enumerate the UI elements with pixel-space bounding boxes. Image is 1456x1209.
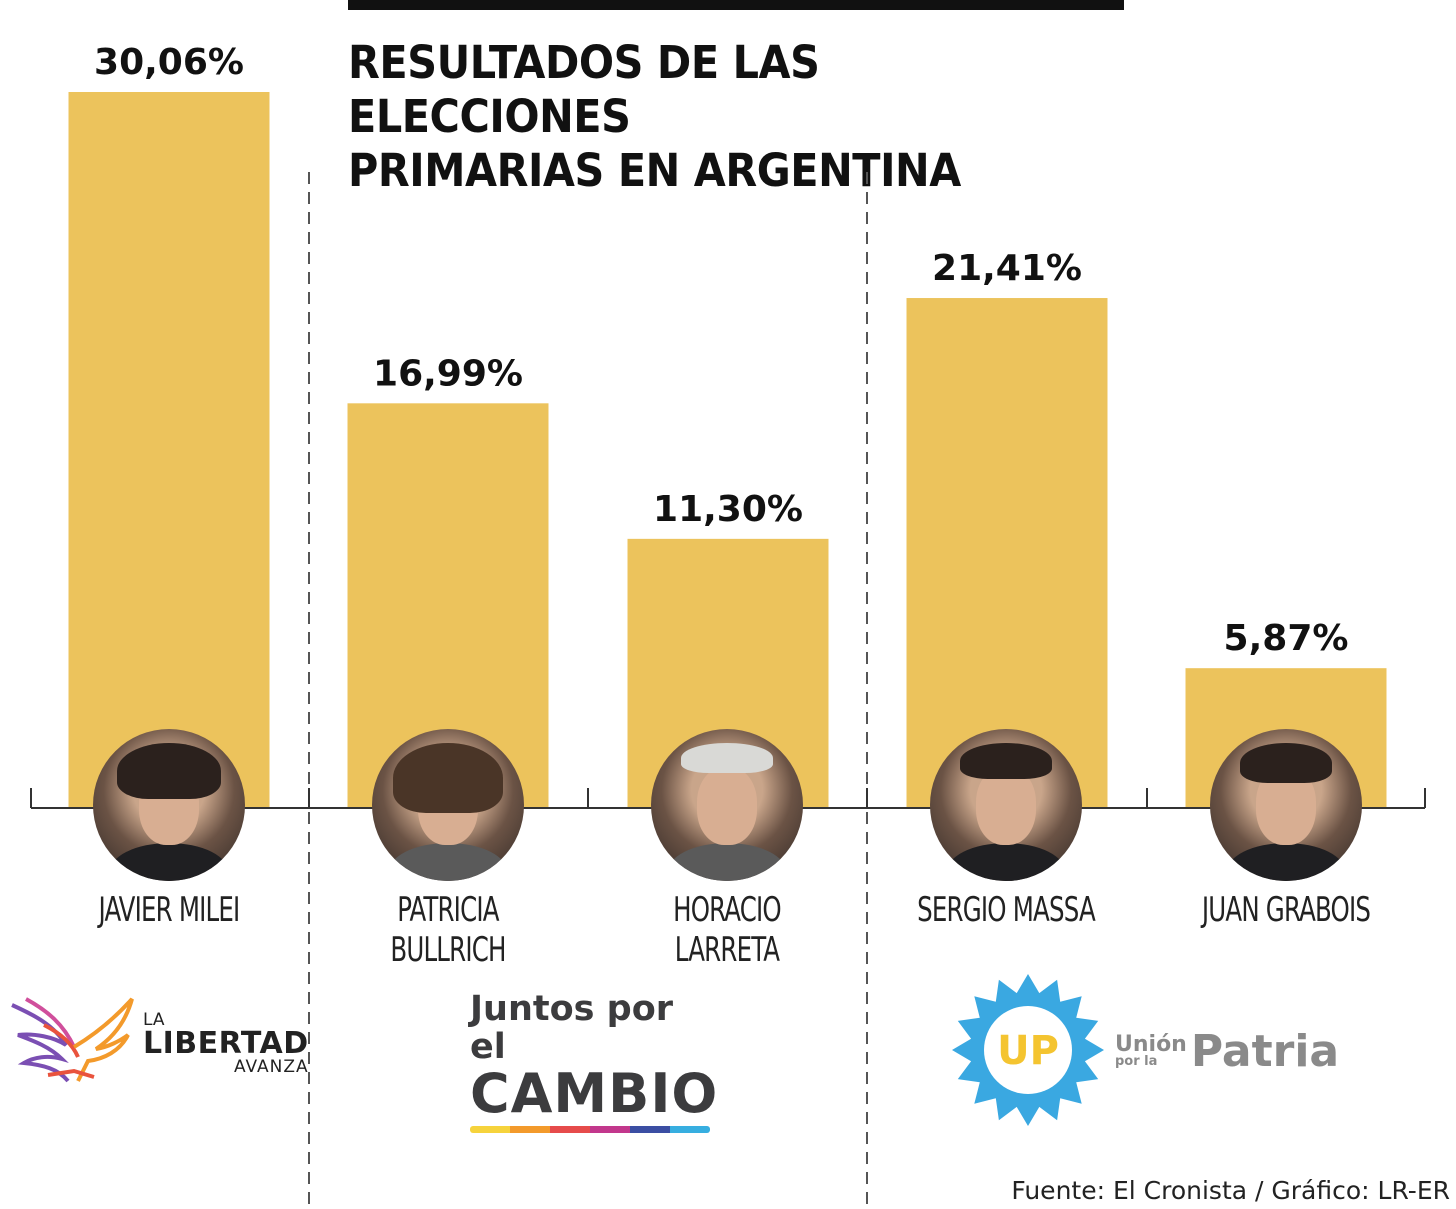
category-label-juan-grabois: JUAN GRABOIS	[1201, 890, 1371, 930]
avatar-hair	[960, 743, 1052, 779]
logo-lla-la: LA	[143, 1010, 165, 1030]
bar-value-label-3: 11,30%	[653, 489, 803, 530]
up-badge-text: UP	[997, 1028, 1059, 1074]
chart-title: RESULTADOS DE LAS ELECCIONES PRIMARIAS E…	[348, 36, 1084, 198]
stripe	[550, 1126, 590, 1133]
avatar-javier-milei	[93, 729, 245, 881]
bar-value-label-4: 21,41%	[932, 248, 1082, 289]
logo-lla-avanza: AVANZA	[233, 1057, 309, 1077]
logo-jxc-stripes	[470, 1126, 710, 1133]
avatar-hair	[393, 743, 503, 813]
avatar-face	[976, 767, 1036, 845]
logo-up-patria: Patria	[1190, 1026, 1340, 1077]
stripe	[510, 1126, 550, 1133]
stripe	[630, 1126, 670, 1133]
category-label-horacio-larreta: HORACIO LARRETA	[673, 890, 782, 970]
avatar-body	[946, 843, 1066, 881]
eagle-icon	[11, 997, 134, 1083]
category-label-patricia-bullrich: PATRICIA BULLRICH	[390, 890, 506, 970]
bar-value-label-1: 30,06%	[94, 42, 244, 83]
bar-4	[906, 298, 1108, 808]
bar-1	[68, 92, 270, 808]
bar-value-label-2: 16,99%	[373, 353, 523, 394]
category-label-sergio-massa: SERGIO MASSA	[917, 890, 1096, 930]
stripe	[470, 1126, 510, 1133]
logo-la-libertad-avanza: LA LIBERTAD AVANZA	[143, 1012, 309, 1076]
logo-jxc-line-1: Juntos por el	[470, 989, 674, 1067]
avatar-hair	[1240, 743, 1332, 783]
category-label-javier-milei: JAVIER MILEI	[98, 890, 241, 930]
title-top-rule	[348, 0, 1124, 10]
avatar-hair	[681, 743, 773, 773]
avatar-face	[697, 767, 757, 845]
logo-up-union: Unión por la	[1115, 1031, 1187, 1069]
stripe	[590, 1126, 630, 1133]
avatar-sergio-massa	[930, 729, 1082, 881]
bar-value-label-5: 5,87%	[1224, 618, 1349, 659]
logo-lla-libertad: LIBERTAD	[143, 1026, 309, 1061]
avatar-body	[667, 843, 787, 881]
avatar-body	[1226, 843, 1346, 881]
avatar-body	[109, 843, 229, 881]
avatar-hair	[117, 743, 221, 799]
avatar-patricia-bullrich	[372, 729, 524, 881]
source-note: Fuente: El Cronista / Gráfico: LR-ER	[1011, 1176, 1450, 1205]
avatar-body	[388, 843, 508, 881]
stripe	[670, 1126, 710, 1133]
logo-up-por-la: por la	[1115, 1053, 1158, 1069]
logo-juntos-por-el-cambio: Juntos por el CAMBIO	[470, 990, 720, 1133]
avatar-juan-grabois	[1210, 729, 1362, 881]
up-star-icon: UP	[952, 974, 1104, 1126]
logo-jxc-line-2: CAMBIO	[470, 1062, 719, 1125]
chart-title-line-1: RESULTADOS DE LAS ELECCIONES	[348, 36, 820, 143]
up-star-center	[984, 1006, 1072, 1094]
chart-title-line-2: PRIMARIAS EN ARGENTINA	[348, 144, 961, 197]
avatar-horacio-larreta	[651, 729, 803, 881]
logo-union-por-la-patria: Unión por la Patria	[1115, 1026, 1339, 1077]
